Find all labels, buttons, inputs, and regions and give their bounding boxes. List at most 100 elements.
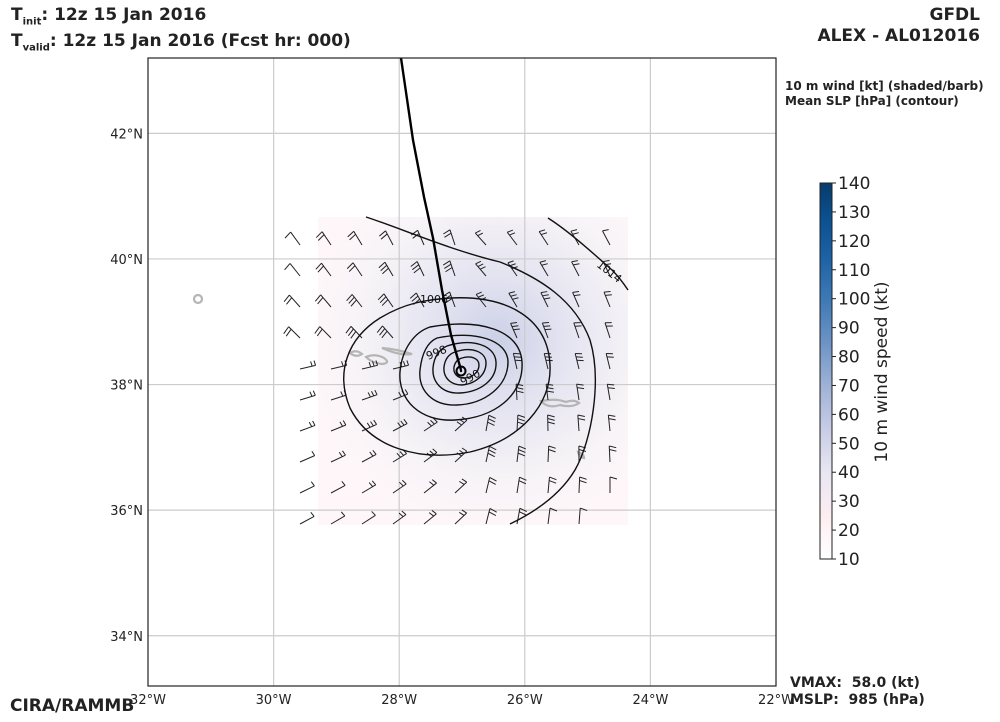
wind-barb (315, 231, 332, 246)
wind-barb (330, 420, 347, 432)
wind-barb (299, 450, 316, 463)
wind-barb (547, 445, 556, 463)
wind-barb (361, 480, 377, 494)
valid-time: Tvalid: 12z 15 Jan 2016 (Fcst hr: 000) (11, 31, 351, 54)
lat-tick-label: 42°N (110, 127, 143, 142)
wind-barb (454, 478, 468, 494)
wind-barb (379, 230, 394, 246)
wind-barb (607, 414, 616, 432)
wind-barb (606, 383, 615, 401)
wind-barb (572, 291, 581, 308)
wind-barb (510, 322, 520, 339)
colorbar-tick-label: 100 (838, 290, 870, 310)
storm-center-icon (455, 365, 467, 377)
wind-barb (346, 294, 363, 308)
colorbar-tick-label: 120 (838, 232, 870, 252)
colorbar-ticks: 10 20 30 40 50 60 70 80 90 100 110 120 130 140 (832, 174, 870, 570)
wind-barb (299, 481, 315, 494)
wind-barb (392, 479, 407, 494)
colorbar-tick-label: 70 (838, 376, 860, 396)
wind-barb (512, 352, 522, 370)
wind-barb (347, 230, 363, 246)
wind-barb (602, 229, 611, 246)
wind-barb (485, 476, 497, 494)
wind-barb (516, 476, 527, 494)
wind-barb (604, 322, 613, 339)
wind-barb (539, 260, 549, 277)
contour-1002 (399, 323, 523, 421)
wind-barb (609, 476, 618, 494)
wind-barb (485, 445, 497, 463)
wind-barb (284, 263, 301, 277)
wind-barb (330, 450, 346, 463)
storm-name: ALEX - AL012016 (817, 26, 980, 46)
wind-barb (547, 507, 558, 525)
wind-barb (516, 507, 528, 525)
wind-barb (506, 229, 518, 246)
contour-986 (453, 356, 480, 379)
contour-1006 (343, 297, 551, 456)
wind-barb (423, 448, 438, 463)
wind-barb (541, 322, 552, 339)
wind-barb (314, 326, 332, 339)
model-name: GFDL (929, 5, 980, 25)
wind-barb (378, 261, 394, 277)
vmax-readout: VMAX: 58.0 (kt) (790, 675, 920, 691)
colorbar-tick-label: 60 (838, 405, 860, 425)
contour-1010 (365, 216, 596, 525)
wind-barb (345, 326, 363, 339)
wind-shading (318, 217, 628, 525)
wind-barb (547, 476, 557, 494)
colorbar-label: 10 m wind speed (kt) (872, 281, 892, 462)
legend-wind: 10 m wind [kt] (shaded/barb) (785, 79, 984, 93)
wind-barb (571, 260, 580, 277)
latitude-ticks: 34°N 36°N 38°N 40°N 42°N (110, 127, 143, 644)
lon-tick-label: 24°W (632, 693, 668, 708)
wind-barb (299, 511, 315, 525)
wind-barb (299, 390, 316, 401)
wind-barb (475, 260, 487, 277)
wind-barb (361, 389, 378, 401)
wind-barb (573, 322, 582, 339)
wind-barb (423, 417, 438, 432)
colorbar (819, 182, 833, 560)
slp-contours (343, 216, 629, 525)
lon-tick-label: 26°W (507, 693, 543, 708)
wind-barb (410, 261, 425, 277)
wind-barb (392, 510, 407, 525)
wind-barb (361, 449, 377, 463)
wind-barb (376, 325, 394, 339)
wind-barb (283, 294, 301, 308)
wind-barb (346, 262, 363, 277)
credit-label: CIRA/RAMMB (10, 696, 135, 716)
colorbar-tick-label: 10 (838, 550, 860, 570)
wind-barb (442, 260, 456, 277)
colorbar-tick-label: 20 (838, 521, 860, 541)
wind-barb (540, 291, 551, 308)
wind-barb (516, 414, 526, 432)
colorbar-tick-label: 90 (838, 319, 860, 339)
wind-barb (377, 293, 394, 308)
wind-barb (577, 414, 586, 432)
colorbar-tick-label: 80 (838, 348, 860, 368)
wind-barb (299, 360, 317, 370)
wind-barb (423, 479, 437, 494)
init-time: Tinit: 12z 15 Jan 2016 (11, 5, 207, 28)
wind-barb (423, 510, 437, 525)
colorbar-tick-label: 40 (838, 463, 860, 483)
lat-tick-label: 36°N (110, 504, 143, 519)
wind-barb (314, 294, 332, 308)
wind-barb (508, 291, 519, 308)
wind-barb (315, 262, 332, 277)
wind-barb (608, 445, 617, 463)
wind-barb (443, 229, 456, 246)
wind-barb (578, 507, 588, 525)
wind-barb (361, 419, 378, 432)
wind-barb (284, 231, 301, 246)
lat-tick-label: 34°N (110, 630, 143, 645)
contour-label-1006: 1006 (420, 293, 448, 306)
mslp-readout: MSLP: 985 (hPa) (790, 692, 925, 708)
contour-998 (419, 334, 509, 406)
wind-barb (454, 509, 467, 525)
